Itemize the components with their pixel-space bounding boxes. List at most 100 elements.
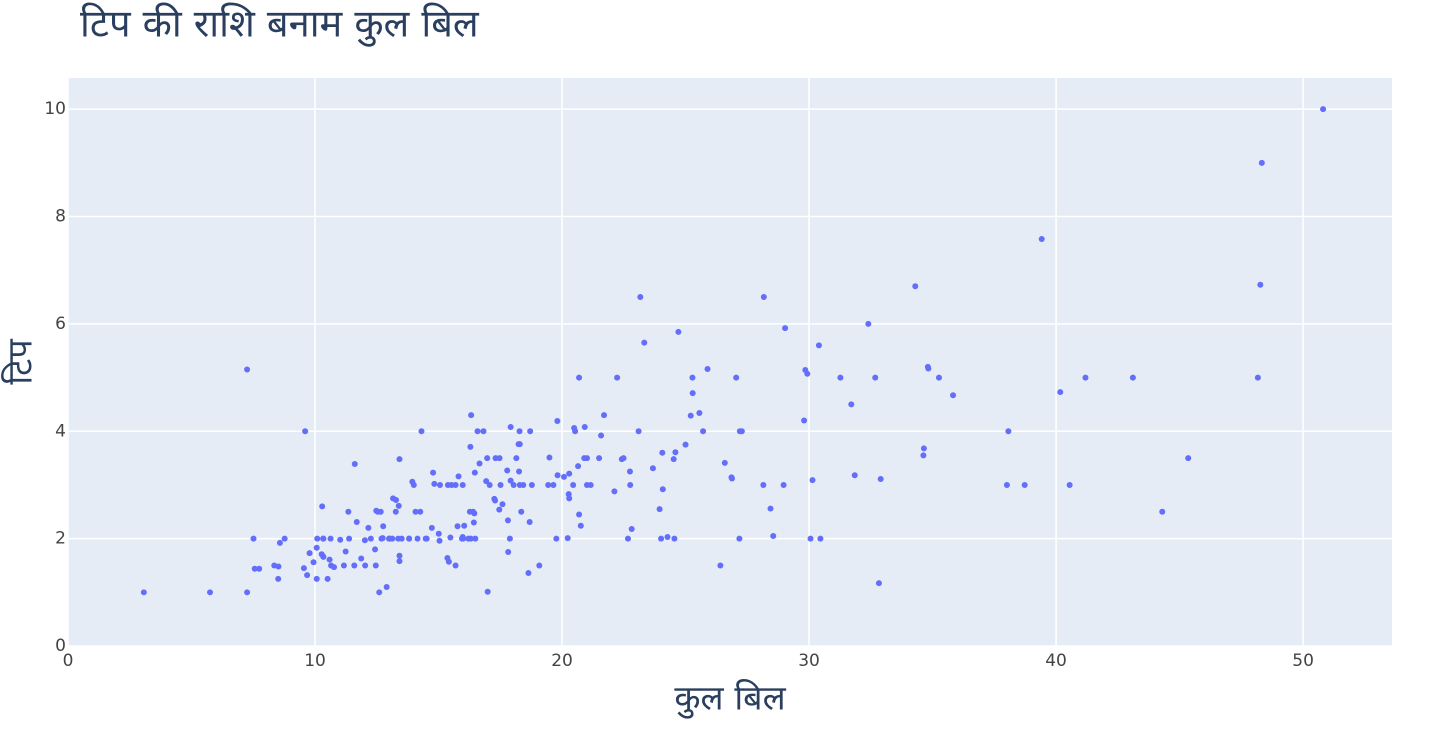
point	[300, 565, 307, 572]
point	[1057, 389, 1064, 396]
point	[207, 589, 214, 596]
point	[497, 481, 504, 488]
point	[848, 401, 855, 408]
point	[302, 428, 309, 435]
point	[801, 417, 808, 424]
point	[550, 481, 557, 488]
point	[345, 508, 352, 515]
point	[250, 535, 257, 542]
point	[398, 535, 405, 542]
point	[1066, 481, 1073, 488]
point	[687, 412, 694, 419]
point	[326, 556, 333, 563]
point	[1254, 374, 1261, 381]
point	[386, 535, 393, 542]
point	[637, 294, 644, 301]
point	[704, 365, 711, 372]
x-tick-label: 50	[1292, 651, 1314, 671]
point	[925, 365, 932, 372]
point	[275, 575, 282, 582]
point	[459, 481, 466, 488]
point	[470, 519, 477, 526]
point	[689, 390, 696, 397]
point	[802, 367, 809, 374]
point	[516, 468, 523, 475]
point	[496, 506, 503, 513]
point	[496, 455, 503, 462]
point	[486, 481, 493, 488]
point	[1258, 159, 1265, 166]
point	[553, 535, 560, 542]
point	[767, 505, 774, 512]
point	[395, 502, 402, 509]
point	[721, 459, 728, 466]
x-axis-label: कुल बिल	[674, 679, 786, 720]
y-tick-label: 0	[55, 636, 66, 656]
point	[461, 522, 468, 529]
point	[596, 455, 603, 462]
point	[491, 495, 498, 502]
y-tick-label: 6	[55, 314, 66, 334]
point	[455, 473, 462, 480]
point	[728, 474, 735, 481]
point	[564, 535, 571, 542]
point	[376, 589, 383, 596]
point	[444, 554, 451, 561]
point	[460, 535, 467, 542]
point	[760, 481, 767, 488]
point	[353, 518, 360, 525]
point	[417, 508, 424, 515]
point	[244, 589, 251, 596]
point	[406, 535, 413, 542]
point	[837, 374, 844, 381]
point	[454, 523, 461, 530]
point	[313, 575, 320, 582]
point	[516, 481, 523, 488]
point	[935, 374, 942, 381]
point	[504, 467, 511, 474]
point	[379, 535, 386, 542]
x-tick-label: 0	[63, 651, 74, 671]
point	[244, 366, 251, 373]
point	[675, 328, 682, 335]
point	[1003, 481, 1010, 488]
point	[581, 423, 588, 430]
point	[1038, 236, 1045, 243]
point	[392, 508, 399, 515]
point	[513, 455, 520, 462]
point	[256, 565, 263, 572]
point	[817, 535, 824, 542]
point	[319, 503, 326, 510]
point	[380, 523, 387, 530]
point	[546, 454, 553, 461]
point	[412, 508, 419, 515]
point	[649, 465, 656, 472]
point	[618, 456, 625, 463]
point	[306, 550, 313, 557]
y-tick-label: 10	[44, 99, 66, 119]
point	[337, 536, 344, 543]
point	[251, 565, 258, 572]
point	[365, 524, 372, 531]
point	[671, 535, 678, 542]
point	[465, 535, 472, 542]
point	[430, 469, 437, 476]
point	[377, 508, 384, 515]
point	[528, 481, 535, 488]
point	[367, 535, 374, 542]
point	[276, 539, 283, 546]
point	[770, 532, 777, 539]
point	[271, 562, 278, 569]
x-tick-label: 40	[1045, 651, 1067, 671]
point	[320, 535, 327, 542]
point	[351, 461, 358, 468]
y-tick-label: 8	[55, 207, 66, 227]
point	[505, 549, 512, 556]
point	[320, 553, 327, 560]
point	[510, 481, 517, 488]
chart-title: टिप की राशि बनाम कुल बिल	[80, 2, 480, 48]
point	[782, 325, 789, 332]
point	[696, 410, 703, 417]
point	[331, 564, 338, 571]
